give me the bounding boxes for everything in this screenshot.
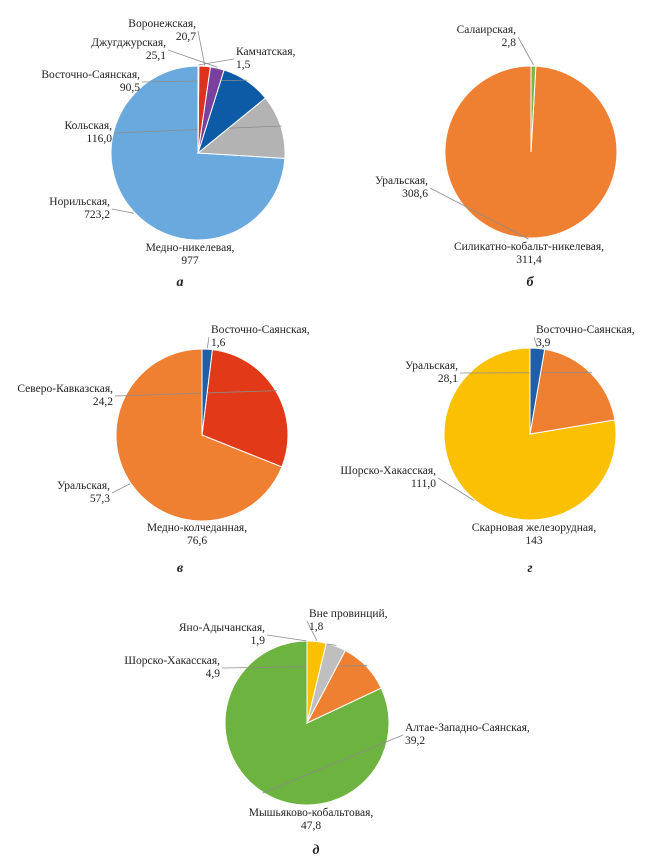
pie-3-leader-3 [206,336,210,349]
pie-2-label-1: Уральская, 308,6 [375,175,428,200]
panel-letter-3: в [177,561,184,576]
pie-2-leader-1 [429,187,529,240]
panel-letter-5: д [313,843,320,858]
pie-2-slice-2 [530,65,537,153]
pie-1-label-6: Камчатская, 1,5 [236,46,296,71]
pie-2-title: Силикатно-кобальт-никелевая, 311,4 [454,241,604,266]
pie-3-label-1: Уральская, 57,3 [57,480,110,505]
pie-4-leader-1 [437,477,475,501]
pie-3-title: Медно-колчеданная, 76,6 [147,522,247,547]
pie-1-label-2: Кольская, 116,0 [65,120,113,145]
pie-3-slice-1 [115,348,283,522]
pie-4-label-2: Уральская, 28,1 [405,360,458,385]
pie-2-leader-2 [517,36,534,66]
pie-5-slice-4 [306,640,327,724]
pie-1-leader-3 [141,79,248,83]
pie-3-label-3: Восточно-Саянская, 1,6 [211,324,310,349]
pie-1-leader-5 [197,30,206,66]
panel-letter-1: а [177,275,184,290]
pie-3-leader-2 [114,390,277,397]
pie-1-leader-1 [111,208,134,214]
pie-chart-4: Шорско-Хакасская, 111,0 Уральская, 28,1 Вост… [340,324,634,576]
pie-4-label-1: Шорско-Хакасская, 111,0 [340,465,436,490]
pie-3-slice-3 [201,348,213,436]
pie-5-label-2: Шорско-Хакасская, 4,9 [124,655,220,680]
pie-chart-2: Уральская, 308,6 Салаирская, 2,8 Силикатно-к… [375,24,618,290]
pie-5-leader-4 [306,620,318,641]
pie-4-title: Скарновая железорудная, 143 [472,522,597,547]
pie-4-slice-3 [529,347,546,435]
pie-1-title: Медно-никелевая, 977 [146,242,235,267]
pie-1-label-4: Джугджурская, 25,1 [91,37,166,62]
pie-1-label-5: Воронежская, 20,7 [128,18,196,43]
pie-3-label-2: Северо-Кавказская, 24,2 [17,383,113,408]
pie-4-slice-2 [529,348,616,435]
pie-1-slice-6 [197,65,200,154]
pie-4-leader-3 [533,336,538,348]
pie-3-leader-1 [111,483,131,494]
pie-5-label-1: Алтае-Западно-Саянская, 39,2 [405,722,530,747]
pie-chart-3: Уральская, 57,3 Северо-Кавказская, 24,2 Вост… [17,324,309,576]
pie-1-label-1: Норильская, 723,2 [49,196,110,221]
pie-4-slice-1 [443,347,617,521]
pie-1-label-3: Восточно-Саянская, 90,5 [41,69,140,94]
pie-chart-5: Алтае-Западно-Саянская, 39,2 Шорско-Хакасс… [124,608,530,858]
pie-5-label-4: Вне провинций, 1,8 [309,608,388,633]
pie-2-label-2: Салаирская, 2,8 [457,24,517,49]
pie-4-label-3: Восточно-Саянская, 3,9 [536,324,635,349]
pie-5-leader-1 [262,734,404,794]
pie-5-leader-2 [221,665,368,669]
panel-letter-4: г [527,561,532,576]
pie-5-label-3: Яно-Адычанская, 1,9 [179,622,265,647]
pie-chart-1: Норильская, 723,2 Кольская, 116,0 Восточно-С… [41,18,295,290]
pie-1-leader-4 [167,49,218,68]
pie-5-title: Мышьяково-кобальтовая, 47,8 [249,807,374,832]
panel-letter-2: б [527,275,535,290]
pie-1-leader-6 [198,58,235,66]
pie-3-slice-2 [201,349,289,468]
